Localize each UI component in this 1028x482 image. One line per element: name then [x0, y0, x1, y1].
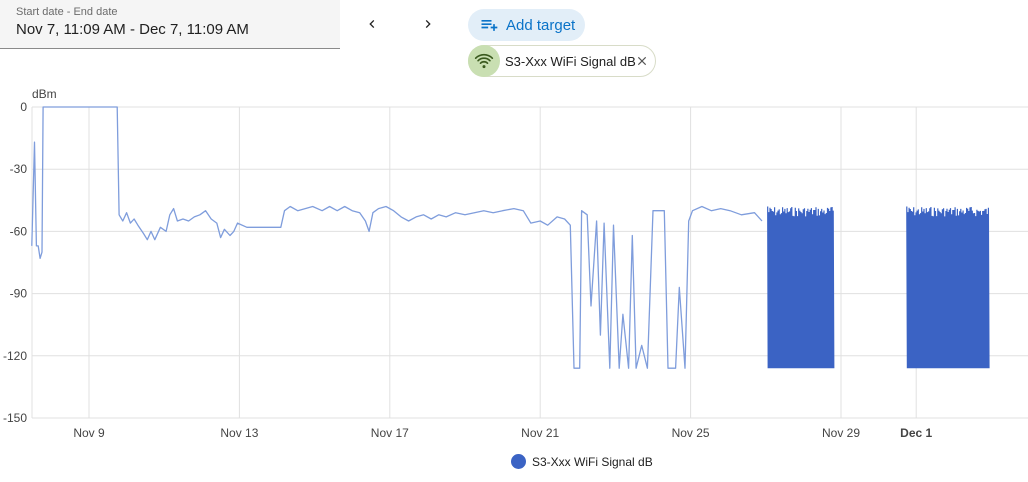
series-dense-segment	[767, 206, 835, 369]
legend-color-swatch	[511, 454, 526, 469]
series-line	[31, 106, 763, 369]
y-axis-ticks: 0 -30 -60 -90 -120 -150	[3, 100, 27, 425]
close-icon	[637, 56, 647, 66]
y-tick-label: -120	[3, 349, 27, 363]
x-tick-label: Nov 17	[371, 426, 409, 440]
x-axis-ticks: Nov 9 Nov 13 Nov 17 Nov 21 Nov 25 Nov 29 Dec 1	[73, 426, 932, 440]
y-tick-label: -150	[3, 411, 27, 425]
x-tick-label: Nov 21	[521, 426, 559, 440]
legend-label: S3-Xxx WiFi Signal dB	[532, 454, 653, 469]
target-chip-icon	[468, 45, 500, 77]
date-range-label: Start date - End date	[16, 6, 118, 18]
y-tick-label: 0	[20, 100, 27, 114]
playlist-add-icon	[481, 20, 498, 31]
x-tick-label: Dec 1	[900, 426, 932, 440]
chart-series	[31, 106, 990, 369]
previous-period-button[interactable]	[356, 8, 388, 40]
series-dense-segment	[906, 206, 990, 369]
target-chip-label: S3-Xxx WiFi Signal dB	[505, 53, 636, 69]
add-target-button[interactable]: Add target	[468, 9, 585, 41]
x-tick-label: Nov 9	[73, 426, 105, 440]
wifi-icon	[474, 53, 494, 69]
y-tick-label: -90	[10, 287, 28, 301]
remove-target-button[interactable]	[635, 54, 649, 68]
chart-legend[interactable]: S3-Xxx WiFi Signal dB	[511, 454, 653, 469]
chevron-right-icon	[425, 20, 431, 28]
x-tick-label: Nov 29	[822, 426, 860, 440]
date-range-value: Nov 7, 11:09 AM - Dec 7, 11:09 AM	[16, 21, 249, 38]
add-target-label: Add target	[506, 16, 576, 34]
chart-grid	[31, 106, 1028, 419]
chevron-left-icon	[369, 20, 375, 28]
x-tick-label: Nov 13	[220, 426, 258, 440]
x-tick-label: Nov 25	[672, 426, 710, 440]
next-period-button[interactable]	[412, 8, 444, 40]
date-range-picker[interactable]: Start date - End date Nov 7, 11:09 AM - …	[0, 0, 340, 49]
y-axis-label: dBm	[32, 87, 57, 101]
target-chip[interactable]: S3-Xxx WiFi Signal dB	[468, 45, 656, 77]
y-tick-label: -30	[10, 162, 28, 176]
y-tick-label: -60	[10, 224, 28, 238]
